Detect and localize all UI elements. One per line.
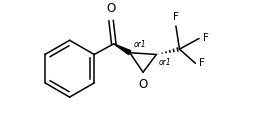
Polygon shape	[114, 44, 131, 55]
Text: O: O	[107, 1, 116, 14]
Text: F: F	[199, 58, 205, 68]
Text: or1: or1	[158, 58, 171, 67]
Text: F: F	[173, 12, 179, 23]
Text: or1: or1	[133, 40, 146, 49]
Text: F: F	[203, 34, 209, 43]
Text: O: O	[138, 78, 148, 91]
